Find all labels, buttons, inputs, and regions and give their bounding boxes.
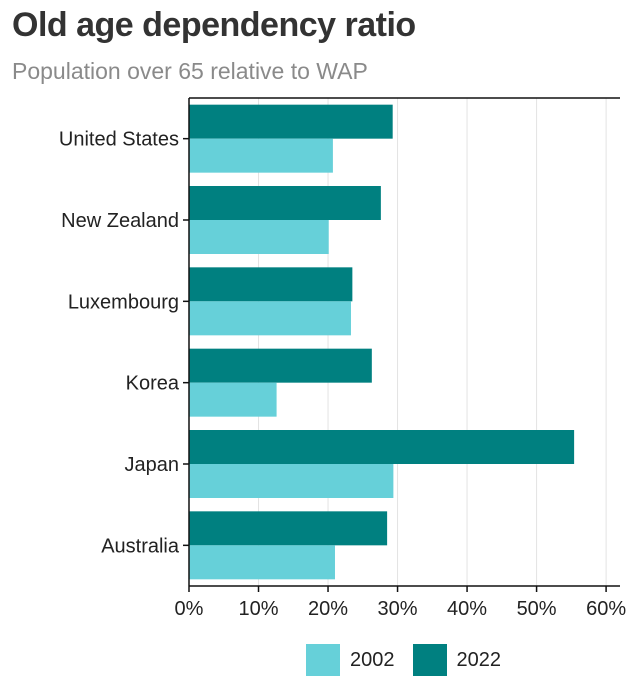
- x-tick-label: 0%: [175, 598, 204, 620]
- legend-item-2022: 2022: [412, 644, 502, 676]
- x-tick-label: 10%: [239, 598, 279, 620]
- gridlines: [258, 98, 607, 586]
- bar-chart: United States New Zealand Luxembourg Korea J…: [59, 97, 627, 620]
- chart-subtitle: Population over 65 relative to WAP: [12, 58, 368, 84]
- bar-2022-korea: [189, 348, 372, 383]
- bar-2002-new-zealand: [189, 220, 329, 254]
- chart-title: Old age dependency ratio: [12, 6, 416, 44]
- bar-2022-united-states: [189, 104, 393, 139]
- category-label: Luxembourg: [68, 291, 179, 313]
- legend-label-2002: 2002: [350, 648, 395, 671]
- category-label: New Zealand: [61, 210, 179, 232]
- x-tick-label: 50%: [517, 598, 557, 620]
- bar-2002-japan: [189, 464, 394, 498]
- legend-label-2022: 2022: [456, 648, 502, 671]
- legend-swatch-2002: [306, 644, 340, 676]
- category-label: Korea: [126, 373, 180, 395]
- bars: [189, 104, 575, 580]
- legend: 2002 2022: [306, 644, 519, 676]
- x-tick-label: 20%: [308, 598, 348, 620]
- bar-2002-luxembourg: [189, 301, 351, 336]
- bar-2002-united-states: [189, 138, 333, 173]
- category-label: Japan: [125, 454, 180, 476]
- bar-2022-australia: [189, 511, 388, 546]
- bar-2022-new-zealand: [189, 186, 381, 220]
- x-tick-labels: 0% 10% 20% 30% 40% 50% 60%: [175, 598, 627, 620]
- bar-2022-luxembourg: [189, 267, 353, 302]
- bar-2022-japan: [189, 430, 575, 464]
- category-label: Australia: [101, 535, 180, 557]
- legend-swatch-2022: [412, 644, 447, 676]
- x-tick-label: 40%: [447, 598, 487, 620]
- category-label: United States: [59, 129, 179, 151]
- axes: [183, 97, 620, 592]
- x-tick-label: 60%: [586, 598, 626, 620]
- category-labels: United States New Zealand Luxembourg Korea J…: [59, 129, 180, 558]
- bar-2002-korea: [189, 382, 277, 417]
- x-tick-label: 30%: [378, 598, 418, 620]
- legend-item-2002: 2002: [306, 644, 395, 676]
- bar-2002-australia: [189, 545, 335, 580]
